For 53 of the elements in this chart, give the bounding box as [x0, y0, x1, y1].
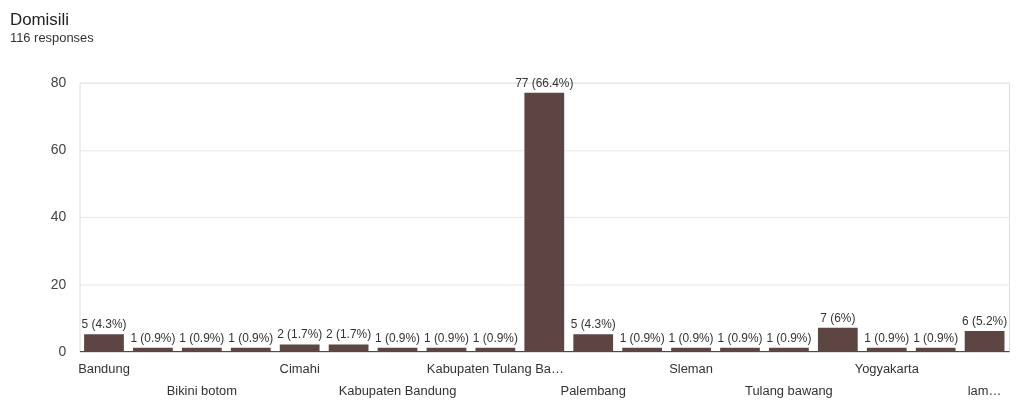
bar	[573, 334, 614, 352]
data-label: 1 (0.9%)	[668, 330, 714, 345]
bar	[817, 327, 858, 352]
y-tick-label: 60	[50, 141, 67, 158]
x-tick-label: Tulang bawang	[745, 382, 833, 398]
bar	[671, 347, 711, 352]
y-tick-label: 80	[50, 74, 67, 91]
data-label: 1 (0.9%)	[717, 330, 763, 345]
data-label: 1 (0.9%)	[130, 330, 176, 345]
bar	[84, 334, 124, 352]
bar	[964, 331, 1005, 352]
x-tick-label: Bikini botom	[166, 382, 237, 398]
x-tick-label: Kabupaten Bandung	[338, 382, 457, 398]
data-label: 1 (0.9%)	[472, 330, 518, 345]
data-label: 7 (6%)	[820, 310, 856, 325]
bar	[720, 347, 760, 352]
x-tick-label: Palembang	[560, 382, 626, 398]
data-label: 2 (1.7%)	[277, 327, 323, 342]
data-label: 1 (0.9%)	[619, 330, 665, 345]
data-label: 1 (0.9%)	[423, 330, 469, 345]
x-tick-label: Yogyakarta	[854, 361, 920, 377]
data-label: 1 (0.9%)	[913, 330, 959, 345]
bar	[622, 347, 663, 352]
x-tick-label: Sleman	[669, 361, 713, 377]
data-label: 6 (5.2%)	[962, 314, 1008, 329]
bar	[524, 92, 565, 352]
data-label: 1 (0.9%)	[228, 330, 274, 345]
data-label: 5 (4.3%)	[81, 317, 127, 332]
data-label: 1 (0.9%)	[864, 330, 910, 345]
data-label: 1 (0.9%)	[766, 330, 812, 345]
chart-title: Domisili	[9, 10, 70, 30]
data-label: 2 (1.7%)	[326, 327, 372, 342]
bar	[769, 347, 809, 352]
bar	[181, 347, 222, 352]
bar	[279, 344, 320, 352]
data-label: 1 (0.9%)	[375, 330, 421, 345]
chart-subtitle: 116 responses	[9, 29, 94, 45]
bar	[915, 347, 956, 352]
bar	[866, 347, 907, 352]
bar	[475, 347, 516, 352]
bar	[230, 347, 271, 352]
x-tick-label: Cimahi	[279, 361, 320, 377]
x-tick-label: Kabupaten Tulang Ba…	[426, 361, 564, 377]
data-label: 5 (4.3%)	[570, 317, 616, 332]
y-tick-label: 40	[50, 208, 67, 225]
bar	[328, 344, 369, 352]
x-tick-label: lam…	[967, 382, 1002, 398]
x-tick-label: Bandung	[78, 361, 130, 377]
data-label: 77 (66.4%)	[515, 75, 574, 90]
y-tick-label: 0	[58, 342, 67, 359]
bar	[133, 347, 173, 352]
y-tick-label: 20	[50, 275, 67, 292]
data-label: 1 (0.9%)	[179, 330, 225, 345]
